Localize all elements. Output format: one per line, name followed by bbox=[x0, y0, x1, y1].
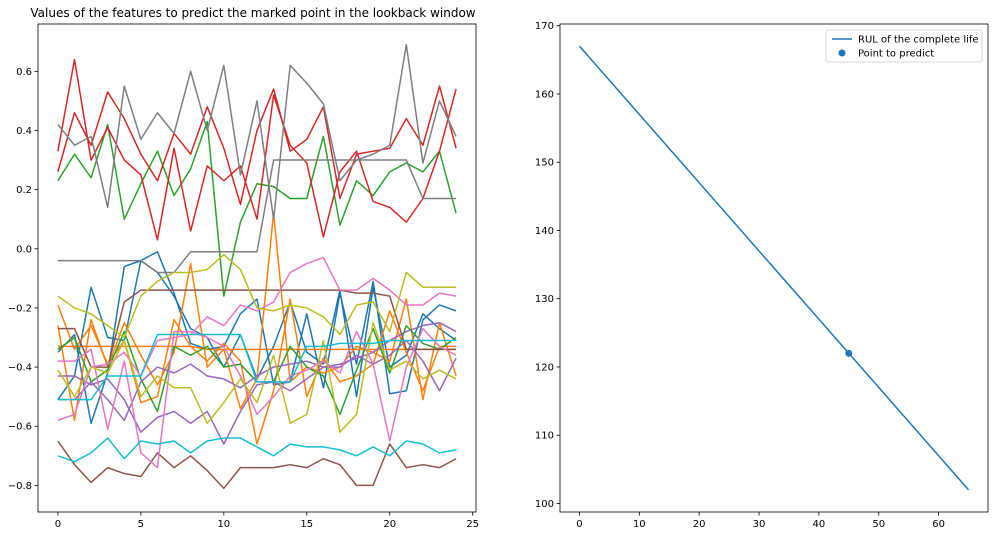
left-feature-chart: 0 5 10 15 20 25 −0.8 −0.6 −0.4 −0.2 0.0 0.2 0.4 0.6 bbox=[8, 23, 479, 530]
feature-series-line-12 bbox=[57, 440, 457, 490]
feature-series-line-5 bbox=[57, 345, 457, 351]
right-ytick-label: 160 bbox=[535, 89, 554, 100]
left-ytick-label: 0.4 bbox=[16, 126, 32, 137]
feature-series-line-8 bbox=[57, 85, 457, 206]
right-xtick-label: 30 bbox=[753, 519, 766, 530]
left-ytick-label: −0.4 bbox=[8, 363, 32, 374]
feature-series-line-19 bbox=[57, 321, 457, 433]
feature-series-line-10 bbox=[57, 339, 457, 445]
right-xtick-label: 10 bbox=[633, 519, 646, 530]
legend-frame bbox=[825, 29, 983, 63]
feature-series-line-9 bbox=[57, 58, 457, 241]
right-ytick-label: 130 bbox=[535, 294, 554, 305]
rul-line bbox=[578, 45, 970, 491]
right-ytick-label: 100 bbox=[535, 499, 554, 510]
feature-series-line-15 bbox=[57, 327, 457, 469]
left-xtick-label: 10 bbox=[217, 519, 230, 530]
right-xtick-label: 60 bbox=[932, 519, 945, 530]
left-ytick-label: −0.2 bbox=[8, 303, 32, 314]
left-chart-title: Values of the features to predict the ma… bbox=[30, 6, 475, 20]
feature-series-line-17 bbox=[57, 159, 457, 274]
left-axes-frame bbox=[37, 23, 477, 513]
right-xtick-label: 40 bbox=[813, 519, 826, 530]
right-ytick-label: 120 bbox=[535, 362, 554, 373]
left-xtick-label: 5 bbox=[138, 519, 144, 530]
feature-series-line-6 bbox=[57, 120, 457, 297]
feature-series-line-20 bbox=[57, 437, 457, 463]
point-to-predict-marker bbox=[845, 349, 853, 357]
right-ytick-label: 110 bbox=[535, 431, 554, 442]
right-ytick-label: 170 bbox=[535, 21, 554, 32]
legend-point-swatch bbox=[838, 49, 846, 57]
feature-series-line-21 bbox=[57, 333, 457, 401]
feature-series-line-14 bbox=[57, 256, 457, 422]
right-legend: RUL of the complete life Point to predict bbox=[825, 29, 983, 63]
feature-series-line-13 bbox=[57, 289, 457, 368]
right-ytick-label: 150 bbox=[535, 158, 554, 169]
left-ytick-label: −0.6 bbox=[8, 422, 32, 433]
right-ytick-label: 140 bbox=[535, 226, 554, 237]
left-xtick-label: 25 bbox=[466, 519, 479, 530]
right-xtick-label: 20 bbox=[693, 519, 706, 530]
right-xtick-label: 0 bbox=[576, 519, 582, 530]
left-xtick-label: 0 bbox=[55, 519, 61, 530]
legend-label-rul: RUL of the complete life bbox=[858, 35, 979, 46]
left-ytick-label: −0.8 bbox=[8, 481, 32, 492]
feature-series-line-16 bbox=[57, 43, 457, 220]
left-series-group bbox=[57, 43, 457, 490]
left-xtick-label: 20 bbox=[383, 519, 396, 530]
left-ytick-label: 0.0 bbox=[16, 244, 32, 255]
right-axes-frame bbox=[559, 23, 989, 513]
right-rul-chart: 0 10 20 30 40 50 60 100 110 120 130 140 150 160 170 RUL… bbox=[535, 21, 989, 530]
legend-label-point: Point to predict bbox=[858, 49, 934, 60]
right-xtick-label: 50 bbox=[872, 519, 885, 530]
feature-series-line-1 bbox=[57, 250, 457, 425]
left-xtick-label: 15 bbox=[300, 519, 313, 530]
left-ytick-label: 0.2 bbox=[16, 185, 32, 196]
left-ytick-label: 0.6 bbox=[16, 67, 32, 78]
feature-series-line-18 bbox=[57, 253, 457, 339]
feature-series-line-3 bbox=[57, 212, 457, 422]
